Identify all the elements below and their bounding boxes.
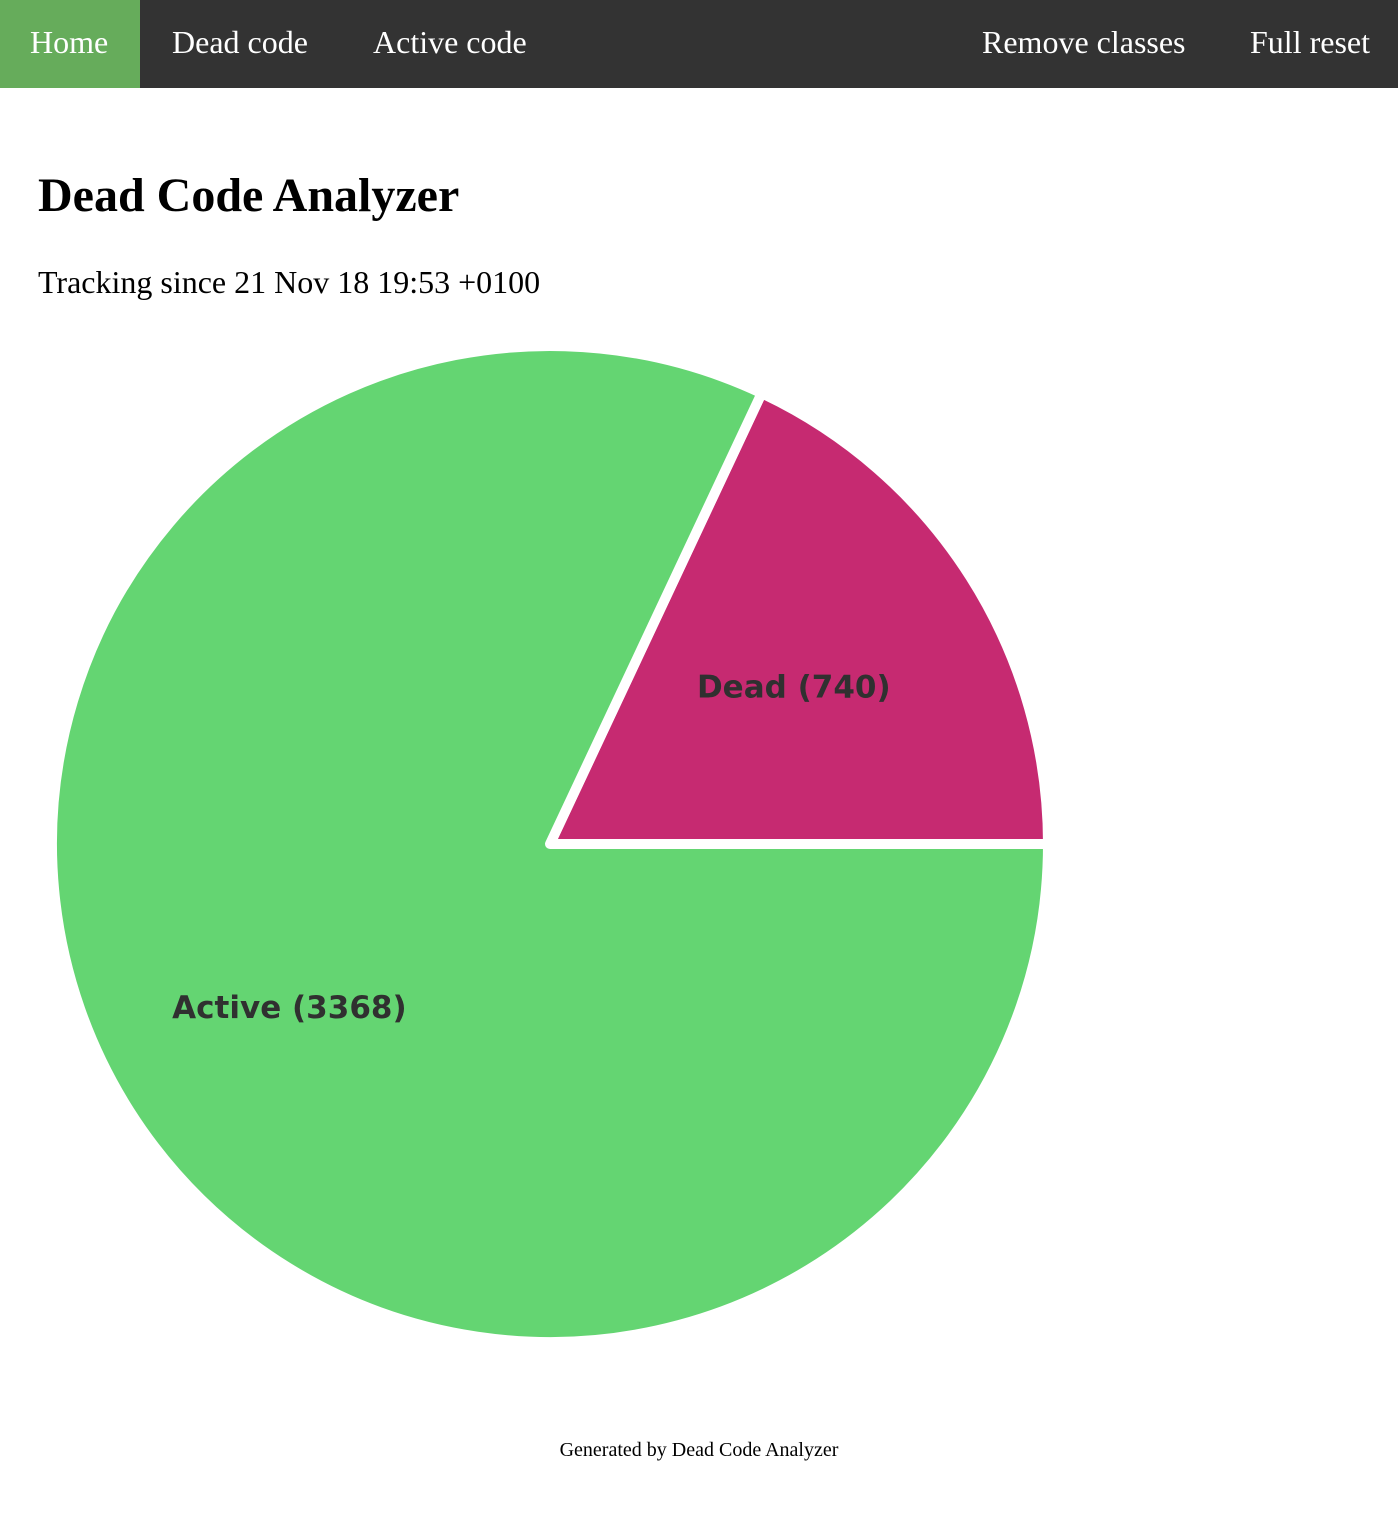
nav-full-reset-link[interactable]: Full reset (1250, 24, 1370, 60)
pie-slice-dead[interactable] (545, 388, 1053, 849)
nav-active-code-link[interactable]: Active code (373, 24, 527, 60)
page-title: Dead Code Analyzer (38, 169, 460, 222)
top-navigation: Home Dead code Active code Remove classe… (0, 0, 1398, 88)
nav-remove-classes-link[interactable]: Remove classes (982, 24, 1186, 60)
nav-dead-code-link[interactable]: Dead code (172, 24, 308, 60)
pie-chart: Dead (740) Active (3368) (47, 341, 1053, 1347)
footer-text: Generated by Dead Code Analyzer (559, 1439, 839, 1461)
pie-slice-active[interactable] (47, 341, 1053, 1347)
nav-home-link[interactable]: Home (0, 0, 141, 88)
pie-label-active: Active (3368) (172, 990, 406, 1026)
pie-label-dead: Dead (740) (697, 670, 891, 706)
tracking-since-text: Tracking since 21 Nov 18 19:53 +0100 (38, 264, 541, 300)
